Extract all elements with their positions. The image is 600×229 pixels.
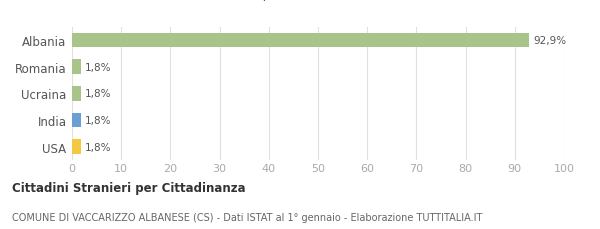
Bar [72, 140, 81, 154]
Text: 92,9%: 92,9% [533, 36, 566, 46]
Bar [72, 60, 81, 75]
Text: Cittadini Stranieri per Cittadinanza: Cittadini Stranieri per Cittadinanza [12, 181, 245, 194]
Text: 1,8%: 1,8% [85, 89, 111, 99]
Legend: Europa, Asia, America: Europa, Asia, America [204, 0, 432, 5]
Text: 1,8%: 1,8% [85, 115, 111, 125]
Bar [72, 33, 529, 48]
Text: 1,8%: 1,8% [85, 62, 111, 72]
Bar [72, 113, 81, 128]
Text: 1,8%: 1,8% [85, 142, 111, 152]
Bar [72, 87, 81, 101]
Text: COMUNE DI VACCARIZZO ALBANESE (CS) - Dati ISTAT al 1° gennaio - Elaborazione TUT: COMUNE DI VACCARIZZO ALBANESE (CS) - Dat… [12, 212, 482, 222]
